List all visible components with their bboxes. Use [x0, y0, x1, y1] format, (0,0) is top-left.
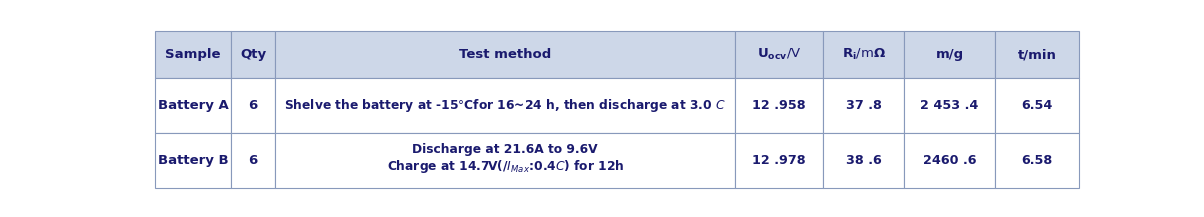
Bar: [824, 78, 904, 133]
Bar: [824, 31, 904, 78]
Text: 6: 6: [248, 99, 258, 112]
Bar: [904, 78, 995, 133]
Text: 37 .8: 37 .8: [845, 99, 881, 112]
Text: 6.58: 6.58: [1021, 154, 1052, 167]
Bar: [995, 31, 1079, 78]
Bar: [736, 31, 824, 78]
Bar: [995, 133, 1079, 188]
Bar: [904, 31, 995, 78]
Bar: [736, 133, 824, 188]
Text: t/min: t/min: [1017, 48, 1056, 61]
Text: Discharge at 21.6A to 9.6V: Discharge at 21.6A to 9.6V: [413, 143, 598, 156]
Bar: [276, 78, 736, 133]
Bar: [231, 31, 276, 78]
Text: $\mathbf{R_i}$/m$\mathbf{\Omega}$: $\mathbf{R_i}$/m$\mathbf{\Omega}$: [842, 47, 886, 62]
Text: 2 453 .4: 2 453 .4: [920, 99, 979, 112]
Bar: [155, 31, 231, 78]
Text: Test method: Test method: [459, 48, 551, 61]
Text: 2460 .6: 2460 .6: [922, 154, 976, 167]
Bar: [231, 78, 276, 133]
Text: Battery B: Battery B: [158, 154, 229, 167]
Text: m/g: m/g: [936, 48, 963, 61]
Text: Qty: Qty: [240, 48, 266, 61]
Text: 12 .958: 12 .958: [752, 99, 805, 112]
Bar: [155, 133, 231, 188]
Bar: [736, 78, 824, 133]
Bar: [995, 78, 1079, 133]
Bar: [904, 133, 995, 188]
Bar: [824, 133, 904, 188]
Text: $\mathbf{U_{ocv}}$/V: $\mathbf{U_{ocv}}$/V: [757, 47, 802, 62]
Text: Battery A: Battery A: [158, 99, 229, 112]
Text: Shelve the battery at -15$\degree$Cfor 16~24 h, then discharge at 3.0 $\it{C}$: Shelve the battery at -15$\degree$Cfor 1…: [284, 97, 726, 114]
Text: Sample: Sample: [165, 48, 220, 61]
Bar: [276, 133, 736, 188]
Text: Charge at 14.7V(/$\it{I}_{Max}$:0.4$\it{C}$) for 12h: Charge at 14.7V(/$\it{I}_{Max}$:0.4$\it{…: [386, 158, 624, 175]
Bar: [276, 31, 736, 78]
Bar: [155, 78, 231, 133]
Bar: [231, 133, 276, 188]
Text: 38 .6: 38 .6: [846, 154, 881, 167]
Text: 6: 6: [248, 154, 258, 167]
Text: 12 .978: 12 .978: [752, 154, 805, 167]
Text: 6.54: 6.54: [1021, 99, 1052, 112]
